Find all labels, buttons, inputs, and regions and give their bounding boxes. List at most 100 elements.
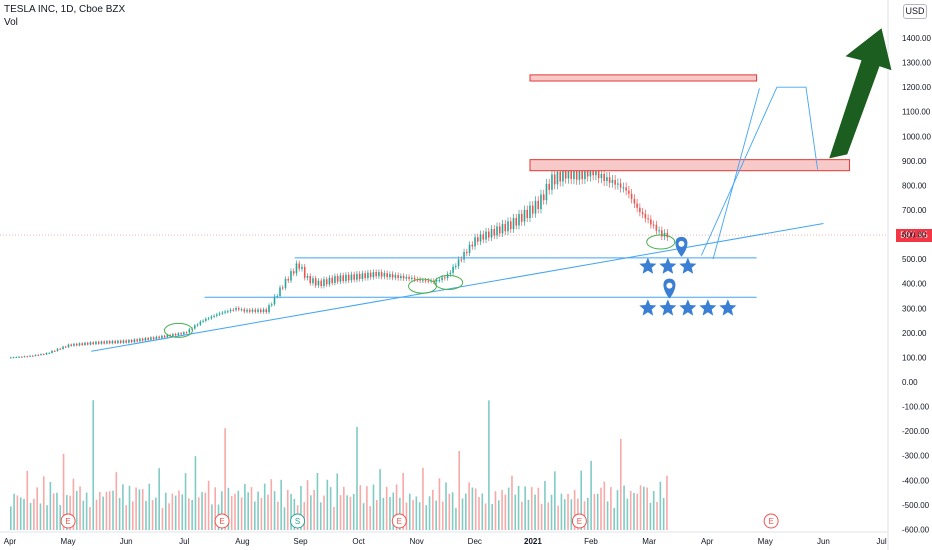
volume-bar: [85, 492, 88, 530]
volume-bar: [435, 500, 437, 530]
star-icon: [699, 299, 717, 316]
volume-bar: [633, 492, 635, 530]
volume-bar: [49, 481, 52, 530]
volume-bar: [497, 500, 500, 530]
candle: [218, 313, 221, 315]
volume-bar: [557, 505, 559, 530]
candle: [496, 226, 498, 236]
volume-bar: [99, 492, 101, 530]
volume-bar: [42, 476, 45, 530]
candle: [103, 341, 105, 344]
candle: [309, 275, 312, 284]
volume-bar: [603, 481, 606, 530]
volume-bar: [600, 487, 602, 530]
event-marker-label: E: [65, 517, 70, 526]
candle: [636, 203, 638, 208]
candle: [375, 272, 377, 277]
volume-bar: [260, 498, 263, 530]
time-axis-label: Jul: [876, 537, 886, 546]
candle: [658, 230, 660, 232]
volume-bar: [537, 487, 540, 530]
candle: [619, 183, 622, 188]
candle: [279, 287, 281, 297]
candle: [471, 244, 474, 247]
volume-bar: [46, 505, 48, 530]
candle: [391, 274, 394, 278]
candle: [433, 280, 435, 282]
volume-bar: [474, 488, 477, 530]
earnings-icon[interactable]: [763, 513, 779, 529]
earnings-icon[interactable]: [571, 513, 587, 529]
candle: [108, 341, 111, 344]
volume-bar: [554, 471, 556, 530]
volume-bar: [362, 503, 365, 530]
candle: [336, 276, 339, 282]
volume-bar: [349, 496, 352, 530]
volume-bar: [277, 501, 279, 530]
currency-badge[interactable]: USD: [903, 4, 927, 19]
volume-bar: [369, 506, 371, 530]
star-icon: [679, 299, 697, 316]
star-icon: [679, 257, 697, 274]
volume-bar: [395, 484, 398, 530]
candle: [303, 266, 306, 278]
candle: [526, 209, 529, 218]
candle: [177, 333, 180, 336]
candle: [166, 334, 169, 338]
candle: [586, 169, 589, 177]
volume-bar: [161, 508, 164, 530]
candle: [70, 344, 73, 346]
time-axis-label: Oct: [352, 537, 365, 546]
candle: [287, 278, 290, 281]
earnings-icon[interactable]: [391, 513, 407, 529]
volume-bar: [445, 482, 447, 530]
volume-bar: [184, 473, 187, 530]
candle: [114, 340, 116, 344]
candle: [180, 333, 182, 335]
volume-bar: [108, 491, 111, 530]
volume-bar: [484, 503, 487, 530]
volume-bar: [652, 491, 655, 530]
candle: [48, 352, 51, 354]
candle: [210, 316, 213, 319]
earnings-icon[interactable]: [214, 513, 230, 529]
candle: [147, 337, 149, 340]
candle: [26, 356, 29, 358]
candle: [265, 309, 268, 313]
candle: [386, 273, 388, 278]
event-marker-label: E: [397, 517, 402, 526]
volume-bar: [326, 479, 329, 530]
candle: [559, 171, 561, 182]
candle: [419, 279, 421, 281]
candle: [482, 234, 485, 240]
split-icon[interactable]: [290, 513, 306, 529]
candle: [95, 341, 97, 345]
volume-bar: [33, 498, 35, 530]
volume-bar: [570, 499, 573, 530]
candle: [498, 226, 501, 234]
candle: [413, 277, 416, 280]
volume-bar: [329, 487, 332, 530]
time-axis-label: May: [758, 537, 773, 546]
volume-bar: [567, 493, 569, 530]
candle: [97, 341, 100, 344]
star-icon: [659, 299, 677, 316]
volume-bar: [438, 478, 441, 530]
candle: [196, 324, 199, 326]
candle: [292, 271, 295, 274]
volume-bar: [319, 502, 322, 530]
candle: [158, 336, 160, 339]
volume-bar: [573, 489, 576, 530]
volume-bar: [280, 479, 282, 530]
volume-bar: [273, 491, 276, 530]
earnings-icon[interactable]: [60, 513, 76, 529]
candle: [122, 340, 125, 343]
volume-bar: [310, 495, 312, 530]
candle: [364, 273, 366, 279]
candle: [240, 309, 243, 311]
candle: [441, 277, 443, 281]
volume-bar: [89, 507, 91, 530]
candle: [655, 224, 658, 231]
candle: [23, 356, 26, 358]
